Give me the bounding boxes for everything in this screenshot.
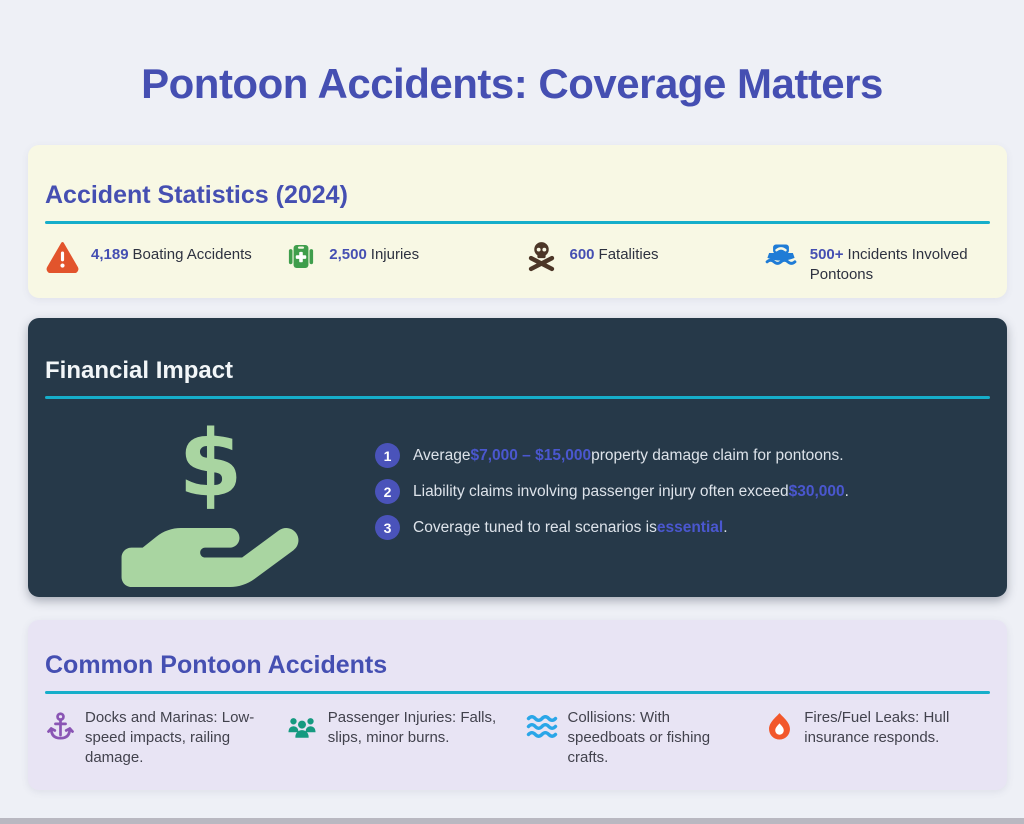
- financial-point-2: 2 Liability claims involving passenger i…: [375, 479, 990, 504]
- stat-fatalities: 600 Fatalities: [524, 239, 751, 286]
- common-accidents-card: Common Pontoon Accidents Docks and Marin…: [28, 620, 1007, 790]
- svg-text:$: $: [179, 415, 243, 517]
- point-text: Liability claims involving passenger inj…: [413, 482, 789, 500]
- teal-divider: [45, 691, 990, 694]
- hand-holding-dollar-icon: $: [121, 415, 299, 587]
- page-title: Pontoon Accidents: Coverage Matters: [141, 60, 883, 107]
- accident-text: Passenger Injuries: Falls, slips, minor …: [327, 709, 497, 746]
- warning-triangle-icon: [46, 242, 79, 273]
- stat-injuries: 2,500 Injuries: [284, 239, 511, 286]
- point-highlight: $30,000: [788, 482, 845, 500]
- skull-crossbones-icon: [528, 242, 554, 272]
- stat-value: 2,500: [329, 246, 367, 263]
- financial-point-3: 3 Coverage tuned to real scenarios isess…: [375, 515, 990, 540]
- waves-icon: [526, 715, 557, 738]
- point-text: property damage claim for pontoons.: [591, 446, 844, 464]
- accident-fires-fuel-leaks: Fires/Fuel Leaks: Hull insurance respond…: [764, 708, 990, 768]
- stat-value: 600: [569, 246, 595, 263]
- accident-passenger-injuries: Passenger Injuries: Falls, slips, minor …: [285, 708, 511, 768]
- stat-label: Boating Accidents: [132, 246, 252, 263]
- accident-text: Fires/Fuel Leaks: Hull insurance respond…: [804, 709, 950, 746]
- point-text: .: [723, 518, 728, 536]
- stat-value: 4,189: [91, 246, 129, 263]
- financial-impact-card: Financial Impact $ 1 Average$7,000 – $15…: [28, 318, 1007, 597]
- stats-row: 4,189 Boating Accidents 2,500 Injuries: [45, 239, 990, 286]
- point-highlight: $7,000 – $15,000: [470, 446, 592, 464]
- teal-divider: [45, 396, 990, 399]
- stat-label: Incidents Involved Pontoons: [809, 246, 968, 284]
- stat-label: Injuries: [370, 246, 420, 263]
- common-accidents-row: Docks and Marinas: Low-speed impacts, ra…: [45, 708, 990, 768]
- stat-label: Fatalities: [598, 246, 659, 263]
- accident-docks-marinas: Docks and Marinas: Low-speed impacts, ra…: [45, 708, 271, 768]
- stat-boating-accidents: 4,189 Boating Accidents: [45, 239, 272, 286]
- point-text: Coverage tuned to real scenarios is: [413, 518, 657, 536]
- number-badge: 3: [375, 515, 400, 540]
- ship-icon: [765, 244, 797, 265]
- accident-text: Docks and Marinas: Low-speed impacts, ra…: [85, 709, 255, 766]
- people-group-icon: [288, 718, 316, 738]
- financial-points-list: 1 Average$7,000 – $15,000property damage…: [375, 403, 990, 587]
- accident-statistics-card: Accident Statistics (2024) 4,189 Boating …: [28, 145, 1007, 298]
- financial-point-1: 1 Average$7,000 – $15,000property damage…: [375, 443, 990, 468]
- stat-pontoon-incidents: 500+ Incidents Involved Pontoons: [763, 239, 990, 286]
- teal-divider: [45, 221, 990, 224]
- financial-heading: Financial Impact: [45, 357, 234, 384]
- stats-heading: Accident Statistics (2024): [45, 181, 348, 209]
- common-heading: Common Pontoon Accidents: [45, 651, 388, 679]
- anchor-icon: [47, 712, 74, 740]
- accident-collisions: Collisions: With speedboats or fishing c…: [525, 708, 751, 768]
- bottom-bar: [0, 818, 1024, 824]
- number-badge: 1: [375, 443, 400, 468]
- first-aid-kit-icon: [289, 244, 314, 269]
- stat-value: 500+: [809, 246, 844, 263]
- number-badge: 2: [375, 479, 400, 504]
- point-text: .: [844, 482, 849, 500]
- accident-text: Collisions: With speedboats or fishing c…: [567, 709, 711, 766]
- point-text: Average: [413, 446, 471, 464]
- point-highlight: essential: [656, 518, 724, 536]
- flame-icon: [769, 713, 791, 740]
